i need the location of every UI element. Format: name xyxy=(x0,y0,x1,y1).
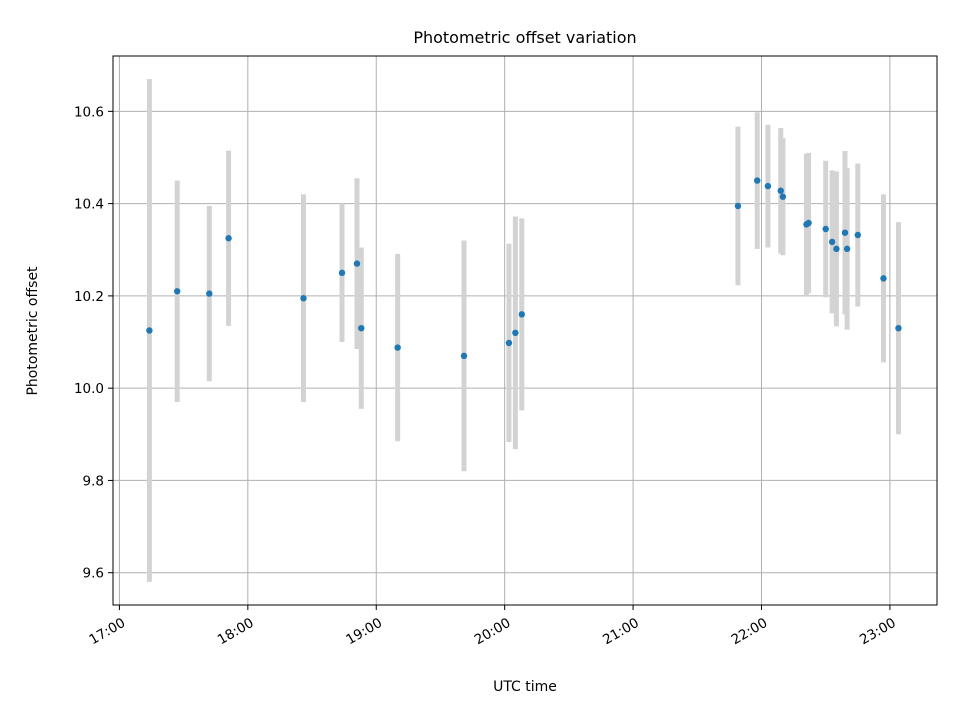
y-tick-label-0: 9.6 xyxy=(83,566,104,582)
data-point-1 xyxy=(174,288,181,295)
data-point-12 xyxy=(518,311,525,318)
data-point-2 xyxy=(206,290,213,297)
y-tick-label-1: 9.8 xyxy=(83,473,104,489)
y-tick-label-5: 10.6 xyxy=(74,104,104,120)
y-tick-label-4: 10.4 xyxy=(74,197,104,213)
data-point-6 xyxy=(353,260,361,267)
data-point-17 xyxy=(779,193,787,200)
y-tick-label-3: 10.2 xyxy=(74,289,104,305)
data-point-16 xyxy=(777,187,784,194)
data-point-15 xyxy=(764,182,772,190)
data-point-20 xyxy=(822,225,829,233)
data-point-0 xyxy=(146,327,153,334)
chart-title: Photometric offset variation xyxy=(413,28,636,47)
data-point-4 xyxy=(300,295,307,302)
data-point-14 xyxy=(754,177,761,184)
data-point-10 xyxy=(505,339,513,347)
data-point-27 xyxy=(895,324,902,332)
data-point-24 xyxy=(843,245,851,253)
x-axis-label: UTC time xyxy=(493,679,557,695)
y-tick-label-2: 10.0 xyxy=(74,381,104,397)
data-point-8 xyxy=(394,344,401,351)
data-point-5 xyxy=(338,269,346,277)
data-point-13 xyxy=(734,202,742,210)
plot-frame xyxy=(112,55,938,606)
data-point-7 xyxy=(358,324,365,332)
data-point-21 xyxy=(828,238,836,246)
data-point-19 xyxy=(805,219,812,227)
data-point-23 xyxy=(841,229,849,236)
data-point-26 xyxy=(880,275,887,282)
grid-lines xyxy=(113,56,937,605)
data-point-9 xyxy=(460,352,468,360)
data-point-22 xyxy=(833,245,840,253)
data-points xyxy=(146,177,902,360)
y-axis-label: Photometric offset xyxy=(25,266,41,396)
data-point-3 xyxy=(225,235,232,242)
data-point-11 xyxy=(512,329,519,337)
data-point-25 xyxy=(854,231,862,239)
